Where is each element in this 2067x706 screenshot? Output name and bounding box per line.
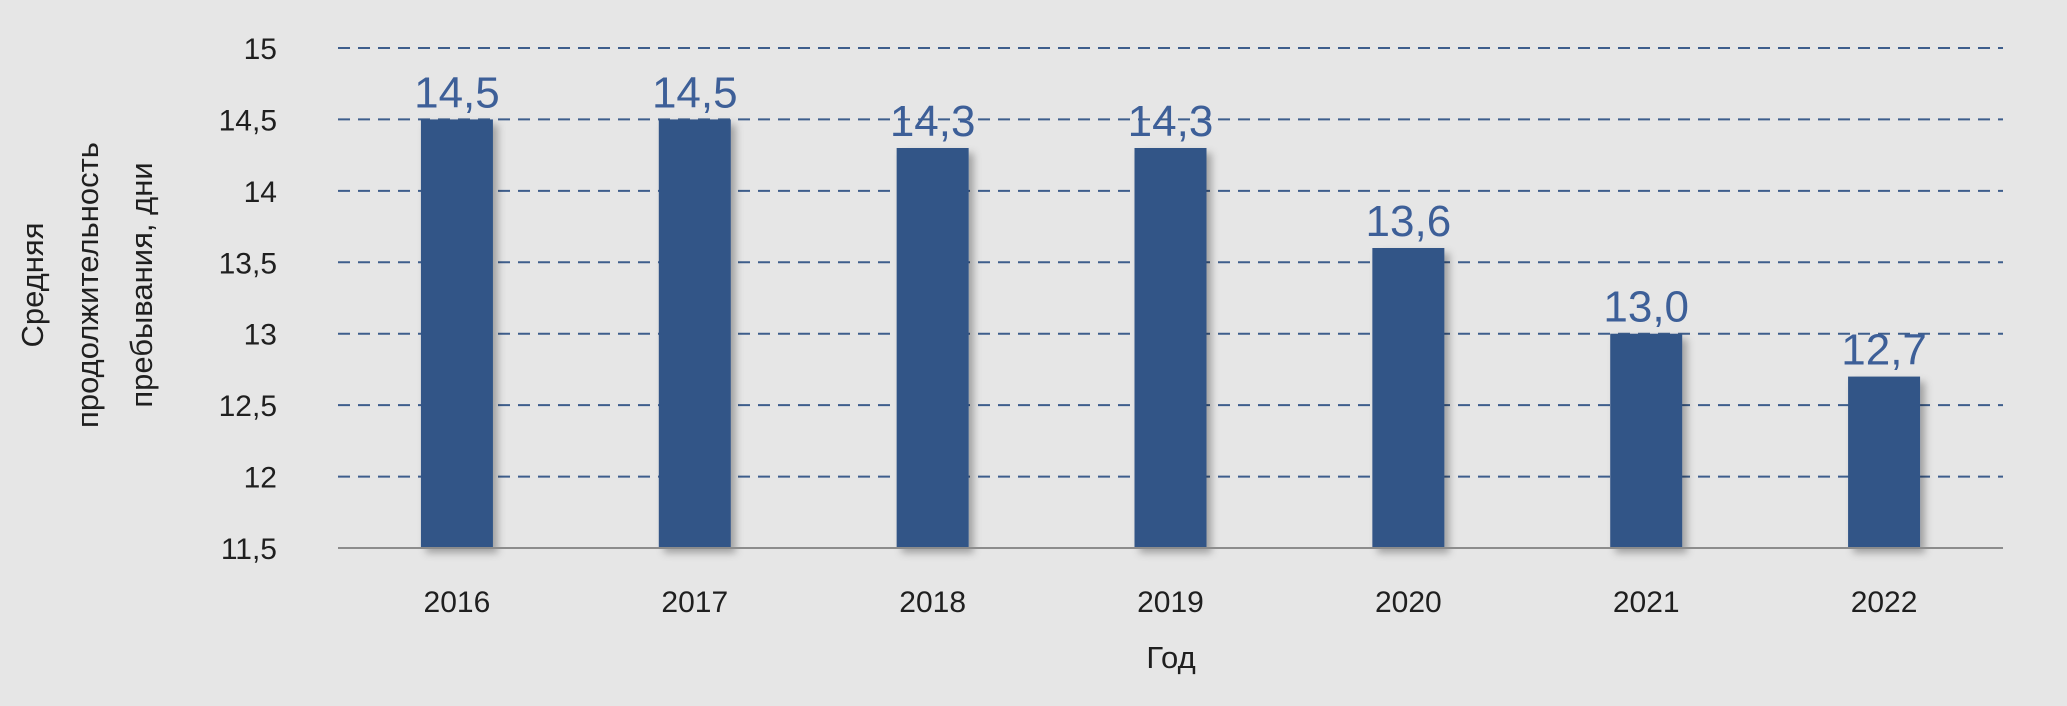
bar (1848, 376, 1921, 548)
bar-value-label: 13,6 (1366, 197, 1452, 246)
x-tick-label: 2018 (899, 586, 966, 619)
bar-value-label: 14,3 (1128, 97, 1214, 146)
bar (1610, 333, 1683, 548)
y-axis-title: Средняя продолжительность пребывания, дни (15, 142, 159, 428)
bar (1134, 148, 1207, 548)
bar (658, 119, 731, 548)
y-tick-label: 14,5 (219, 104, 277, 137)
y-tick-label: 13 (244, 319, 277, 352)
bar-value-label: 14,5 (414, 68, 500, 117)
y-tick-label: 13,5 (219, 247, 277, 280)
bar (896, 148, 969, 548)
x-tick-label: 2022 (1851, 586, 1918, 619)
data-labels: 14,5 14,5 14,3 14,3 13,6 13,0 12,7 (414, 68, 1927, 374)
y-tick-label: 11,5 (221, 533, 277, 566)
y-tick-label: 15 (244, 33, 277, 66)
bar-value-label: 13,0 (1603, 283, 1689, 332)
x-tick-label: 2019 (1137, 586, 1204, 619)
x-tick-label: 2016 (424, 586, 491, 619)
bar (420, 119, 493, 548)
bar-value-label: 12,7 (1841, 326, 1927, 375)
bars (420, 119, 1921, 548)
x-tick-label: 2021 (1613, 586, 1680, 619)
y-axis-title-line: пребывания, дни (124, 162, 159, 407)
y-tick-label: 12,5 (219, 390, 277, 423)
y-axis-ticks: 11,5 12 12,5 13 13,5 14 14,5 15 (219, 33, 277, 566)
y-axis-title-line: Средняя (15, 223, 50, 348)
x-axis-title: Год (1146, 640, 1195, 675)
y-tick-label: 14 (244, 176, 277, 209)
gridlines (338, 47, 2003, 478)
bar (1372, 248, 1445, 548)
x-tick-label: 2017 (661, 586, 728, 619)
y-tick-label: 12 (244, 462, 277, 495)
x-tick-label: 2020 (1375, 586, 1442, 619)
x-axis-ticks: 2016 2017 2018 2019 2020 2021 2022 (424, 586, 1918, 619)
y-axis-title-line: продолжительность (70, 142, 105, 428)
bar-value-label: 14,5 (652, 68, 738, 117)
bar-value-label: 14,3 (890, 97, 976, 146)
